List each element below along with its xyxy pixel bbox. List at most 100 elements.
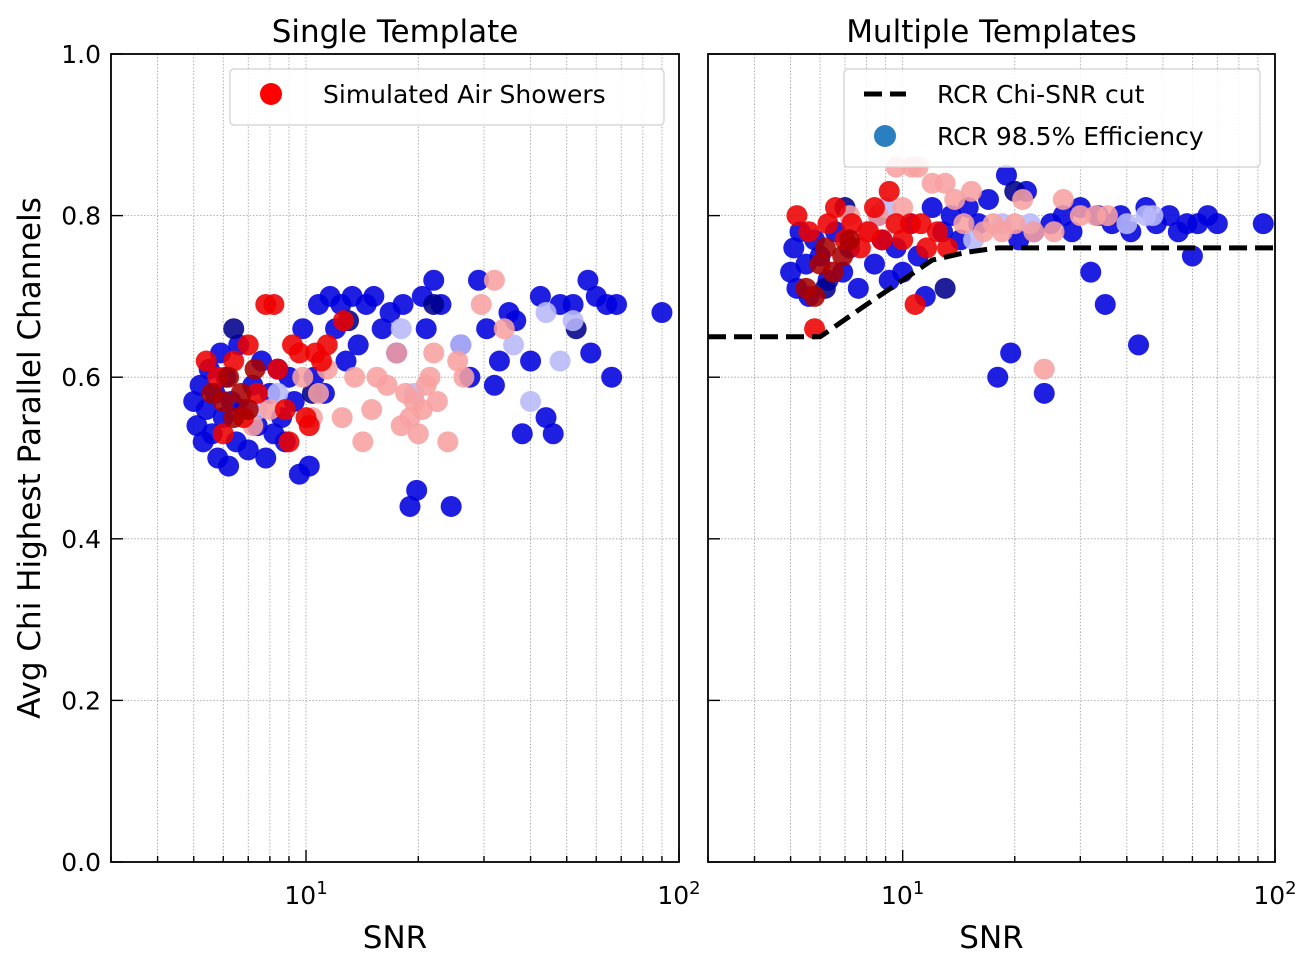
data-point (995, 164, 1017, 186)
data-point (832, 245, 854, 267)
scatter-points (183, 269, 673, 517)
data-point (237, 439, 259, 461)
data-point (1023, 221, 1045, 243)
data-point (562, 293, 584, 315)
data-point (332, 310, 354, 332)
data-point (386, 342, 408, 364)
data-point (263, 293, 285, 315)
data-point (426, 390, 448, 412)
data-point (503, 334, 525, 356)
data-point (223, 350, 245, 372)
data-point (298, 415, 320, 437)
legend-box (229, 68, 665, 126)
data-point (1004, 213, 1026, 235)
data-point (371, 318, 393, 340)
legend-circle-marker (874, 125, 896, 147)
data-point (195, 350, 217, 372)
data-point (1052, 205, 1074, 227)
data-point (447, 350, 469, 372)
data-point (885, 213, 907, 235)
x-tick-exponent: 2 (1285, 878, 1296, 899)
data-point (1069, 205, 1091, 227)
data-point (863, 197, 885, 219)
data-point (230, 382, 252, 404)
data-point (960, 180, 982, 202)
y-tick-label: 1.0 (61, 40, 101, 69)
x-tick-label: 102 (657, 878, 700, 910)
y-tick-label: 0.4 (61, 525, 101, 554)
data-point (423, 293, 445, 315)
data-point (910, 213, 932, 235)
data-point (361, 399, 383, 421)
data-point (274, 399, 296, 421)
data-point (934, 277, 956, 299)
data-point (1116, 213, 1138, 235)
data-point (307, 382, 329, 404)
scatter-points (780, 156, 1274, 404)
data-point (1033, 358, 1055, 380)
data-point (437, 431, 459, 453)
data-point (218, 455, 240, 477)
data-point (892, 197, 914, 219)
data-point (288, 342, 310, 364)
x-axis-label: SNR (363, 920, 427, 956)
legend: Simulated Air Showers (229, 68, 665, 126)
data-point (814, 237, 836, 259)
data-point (292, 366, 314, 388)
data-point (450, 334, 472, 356)
data-point (278, 431, 300, 453)
data-point (871, 229, 893, 251)
data-point (259, 399, 281, 421)
data-point (839, 229, 861, 251)
data-point (212, 423, 234, 445)
data-point (1097, 205, 1119, 227)
data-point (344, 366, 366, 388)
data-point (310, 350, 332, 372)
data-point (467, 269, 489, 291)
data-point (786, 205, 808, 227)
data-point (606, 293, 628, 315)
data-point (921, 197, 943, 219)
data-point (580, 342, 602, 364)
data-point (237, 399, 259, 421)
data-point (562, 310, 584, 332)
legend-label: RCR Chi-SNR cut (937, 80, 1145, 109)
data-point (1043, 221, 1065, 243)
data-point (376, 374, 398, 396)
y-tick-label: 0.8 (61, 202, 101, 231)
legend-box (843, 68, 1261, 168)
data-point (520, 390, 542, 412)
data-point (1033, 382, 1055, 404)
data-point (406, 479, 428, 501)
data-point (1206, 213, 1228, 235)
data-point (1094, 293, 1116, 315)
data-point (904, 293, 926, 315)
data-point (822, 261, 844, 283)
data-point (347, 334, 369, 356)
data-point (1128, 334, 1150, 356)
data-point (267, 358, 289, 380)
data-point (292, 318, 314, 340)
data-point (977, 188, 999, 210)
data-point (651, 302, 673, 324)
data-point (483, 374, 505, 396)
data-point (1181, 245, 1203, 267)
data-point (483, 269, 505, 291)
cut-line (708, 245, 1275, 340)
data-point (423, 269, 445, 291)
legend-label: RCR 98.5% Efficiency (937, 122, 1204, 151)
data-point (212, 390, 234, 412)
data-point (246, 382, 268, 404)
data-point (1052, 188, 1074, 210)
data-point (453, 366, 475, 388)
x-tick-exponent: 1 (316, 878, 327, 899)
y-tick-label: 0.2 (61, 686, 101, 715)
x-tick-label: 101 (881, 878, 924, 910)
legend: RCR Chi-SNR cut RCR 98.5% Efficiency (843, 68, 1261, 168)
shared-y-axis-label: Avg Chi Highest Parallel Channels (12, 197, 48, 719)
data-point (392, 293, 414, 315)
data-point (476, 318, 498, 340)
